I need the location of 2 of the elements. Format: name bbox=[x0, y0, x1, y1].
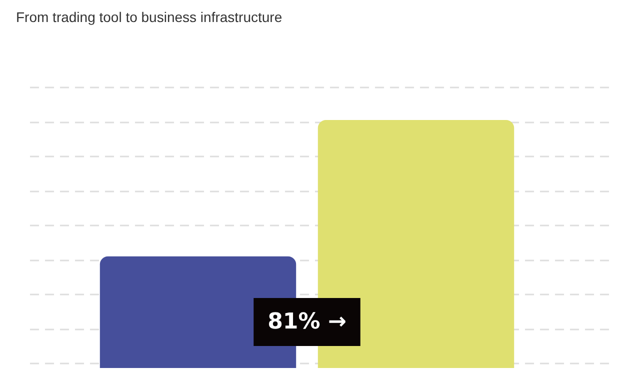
annotation: 81% → bbox=[268, 310, 346, 335]
chart-title: From trading tool to business infrastructure bbox=[16, 9, 282, 25]
